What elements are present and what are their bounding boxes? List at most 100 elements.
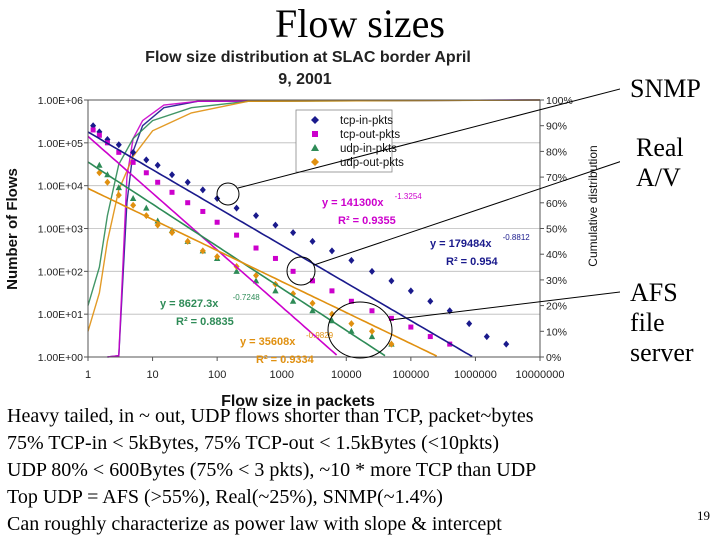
bullet-line: 75% TCP-in < 5kBytes, 75% TCP-out < 1.5k…	[7, 432, 500, 454]
point-tcp-in-pkts	[253, 212, 260, 220]
point-udp-out-pkts	[328, 310, 335, 318]
point-tcp-in-pkts	[184, 178, 191, 186]
point-udp-out-pkts	[253, 271, 260, 279]
flow-size-chart: Flow size distribution at SLAC border Ap…	[0, 44, 620, 414]
point-tcp-in-pkts	[483, 333, 490, 341]
point-tcp-out-pkts	[169, 189, 175, 195]
y2-tick-label: 0%	[546, 352, 561, 364]
point-udp-in-pkts	[115, 184, 123, 191]
point-tcp-in-pkts	[328, 247, 335, 255]
y2-tick-label: 60%	[546, 198, 567, 210]
bullet-line: Can roughly characterize as power law wi…	[7, 513, 502, 535]
y-tick-label: 1.00E+01	[38, 309, 83, 321]
point-udp-in-pkts	[143, 204, 150, 211]
point-tcp-out-pkts	[348, 298, 354, 304]
x-tick-label: 1000	[269, 369, 293, 381]
point-tcp-in-pkts	[115, 141, 122, 149]
point-tcp-out-pkts	[200, 208, 206, 214]
page-number: 19	[697, 508, 710, 523]
point-udp-out-pkts	[130, 201, 137, 209]
y-tick-label: 1.00E+02	[38, 266, 83, 278]
legend-marker	[312, 131, 318, 137]
trend-line-udp-in-pkts	[87, 161, 386, 357]
point-tcp-in-pkts	[130, 148, 137, 156]
y2-tick-label: 90%	[546, 121, 567, 133]
point-tcp-in-pkts	[368, 267, 375, 275]
bullet-line: UDP 80% < 600Bytes (75% < 3 pkts), ~10 *…	[7, 459, 537, 481]
point-udp-in-pkts	[368, 333, 376, 340]
point-udp-in-pkts	[96, 161, 103, 168]
point-tcp-in-pkts	[407, 287, 414, 295]
x-tick-label: 10000	[331, 369, 362, 381]
point-tcp-out-pkts	[234, 232, 240, 238]
cumulative-line-tcp-out-pkts	[107, 99, 541, 358]
point-udp-in-pkts	[233, 267, 240, 274]
bullet-list: Heavy tailed, in ~ out, UDP flows shorte…	[7, 403, 687, 538]
point-tcp-in-pkts	[199, 186, 206, 194]
point-udp-out-pkts	[388, 340, 395, 348]
point-udp-out-pkts	[115, 191, 122, 199]
fit-annotations: y = 141300x -1.3254 R² = 0.9355 y = 179484x…	[160, 192, 530, 366]
point-tcp-in-pkts	[169, 171, 176, 179]
x-tick-label: 10	[146, 369, 158, 381]
y-axis-label: Number of Flows	[4, 168, 21, 290]
y-tick-label: 1.00E+04	[38, 181, 83, 193]
point-udp-out-pkts	[348, 320, 355, 328]
y2-tick-label: 50%	[546, 224, 567, 236]
point-udp-in-pkts	[309, 307, 316, 314]
y-tick-label: 1.00E+00	[38, 352, 83, 364]
fit-exponent: -0.7248	[233, 293, 261, 302]
bullet-line: Top UDP = AFS (>55%), Real(~25%), SNMP(~…	[7, 486, 443, 508]
cumulative-lines	[87, 99, 541, 358]
point-udp-out-pkts	[104, 178, 111, 186]
y2-tick-label: 40%	[546, 249, 567, 261]
afs-label: AFS file server	[630, 278, 694, 367]
trend-line-tcp-in-pkts	[87, 131, 473, 358]
point-tcp-in-pkts	[309, 237, 316, 245]
bullet-line: Heavy tailed, in ~ out, UDP flows shorte…	[7, 405, 534, 427]
point-udp-out-pkts	[199, 247, 206, 255]
point-tcp-out-pkts	[369, 308, 375, 314]
y2-tick-label: 100%	[546, 95, 573, 107]
y2-tick-label: 30%	[546, 275, 567, 287]
x-axis-label: Flow size in packets	[221, 393, 375, 410]
chart-title-line-2: 9, 2001	[278, 71, 331, 88]
x-tick-label: 1000000	[454, 369, 497, 381]
point-tcp-in-pkts	[272, 221, 279, 229]
point-tcp-in-pkts	[290, 229, 297, 237]
fit-r-squared: R² = 0.8835	[176, 316, 234, 328]
cumulative-line-udp-out-pkts	[87, 99, 541, 332]
slide-title: Flow sizes	[275, 1, 445, 46]
point-tcp-in-pkts	[348, 256, 355, 264]
fit-r-squared: R² = 0.954	[446, 256, 499, 268]
point-tcp-in-pkts	[143, 156, 150, 164]
point-udp-out-pkts	[214, 253, 221, 261]
chart-legend: tcp-in-pkts tcp-out-pkts udp-in-pkts udp-ou…	[295, 109, 404, 173]
y-tick-label: 1.00E+06	[38, 95, 83, 107]
y2-axis-label: Cumulative distribution	[586, 145, 600, 266]
legend-marker	[311, 144, 319, 151]
point-tcp-in-pkts	[154, 161, 161, 169]
trend-lines	[87, 131, 473, 358]
y2-tick-label: 20%	[546, 301, 567, 313]
real-av-callout-circle	[286, 256, 316, 286]
point-tcp-out-pkts	[143, 170, 149, 176]
point-tcp-in-pkts	[466, 320, 473, 328]
fit-equation: y = 8627.3x	[160, 298, 219, 310]
fit-equation: y = 35608x	[240, 336, 296, 348]
legend-label: udp-in-pkts	[340, 143, 397, 155]
fit-exponent: -0.9829	[306, 331, 334, 340]
trend-line-udp-out-pkts	[87, 187, 438, 357]
point-tcp-in-pkts	[104, 135, 111, 143]
afs-callout-ellipse	[327, 301, 393, 359]
x-tick-label: 10000000	[516, 369, 565, 381]
point-tcp-out-pkts	[272, 255, 278, 261]
afs-callout-line	[389, 291, 620, 321]
point-tcp-out-pkts	[253, 245, 259, 251]
point-tcp-out-pkts	[116, 149, 122, 155]
point-tcp-out-pkts	[185, 200, 191, 206]
y-tick-label: 1.00E+05	[38, 138, 83, 150]
fit-equation: y = 141300x	[322, 197, 384, 209]
point-tcp-in-pkts	[388, 277, 395, 285]
point-tcp-out-pkts	[427, 334, 433, 340]
